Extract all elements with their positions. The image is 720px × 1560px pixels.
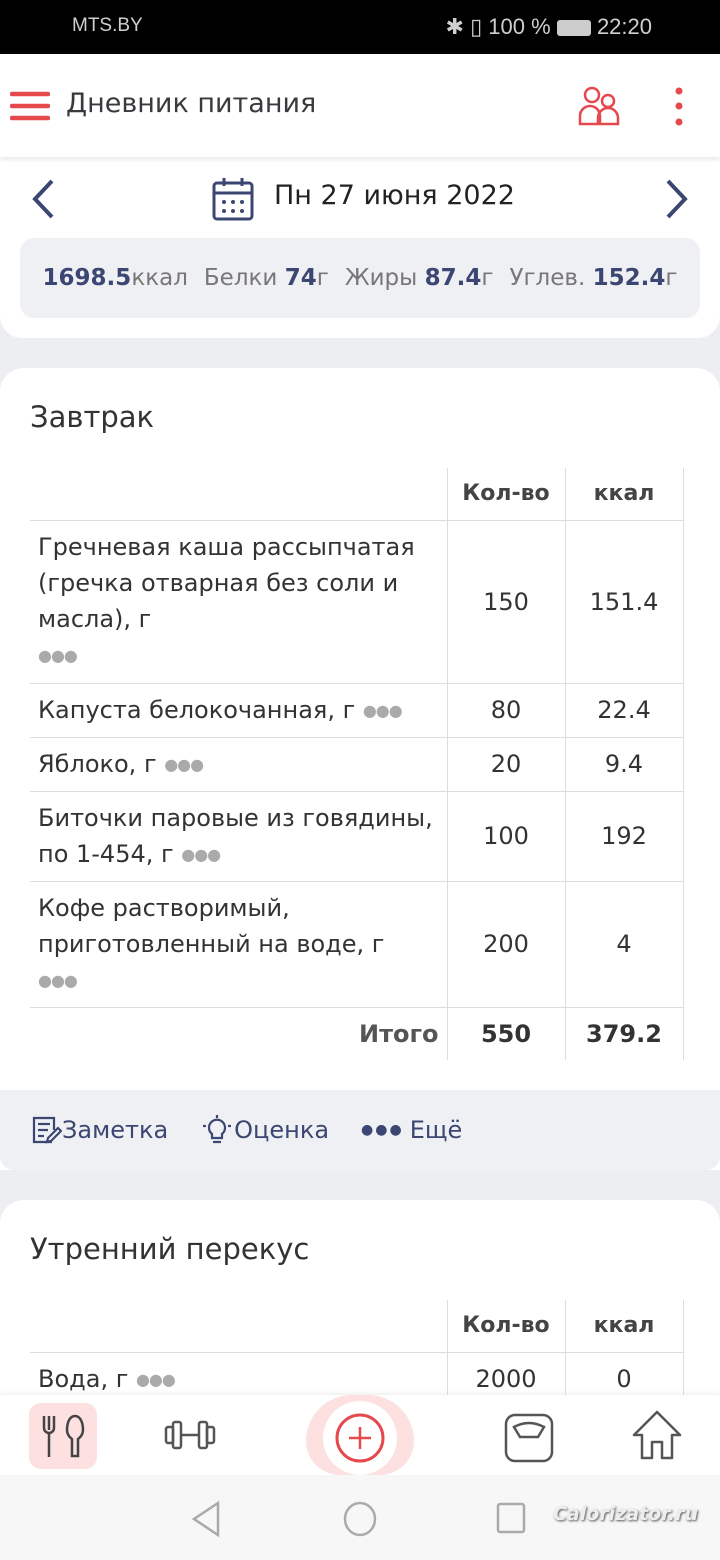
table-header: Кол-во ккал (30, 468, 684, 521)
table-row[interactable]: Биточки паровые из говядины, по 1-454, г… (30, 791, 684, 882)
total-qty: 550 (446, 1007, 565, 1060)
back-icon[interactable] (190, 1499, 222, 1539)
carrier: MTS.BY (72, 15, 143, 36)
kcal-unit: ккал (131, 265, 188, 291)
clock: 22:20 (596, 14, 652, 39)
home-circle-icon[interactable] (342, 1500, 378, 1538)
nav-diary[interactable] (29, 1403, 97, 1469)
table-row[interactable]: Капуста белокочанная, г ●●● 80 22.4 (30, 683, 684, 738)
food-name: Кофе растворимый, приготовленный на воде… (38, 893, 385, 958)
lightbulb-icon (203, 1115, 232, 1144)
carbs-value: 152.4 (592, 265, 666, 291)
header-panel: Дневник питания Пн 27 июня 2022 1698.5кк… (0, 54, 720, 338)
rate-button[interactable]: Оценка (200, 1114, 329, 1146)
scale-icon[interactable] (504, 1413, 554, 1463)
battery-icon (556, 20, 591, 37)
food-kcal: 22.4 (564, 683, 684, 738)
next-day-button[interactable] (664, 178, 690, 220)
bottom-nav (0, 1395, 720, 1475)
more-vert-icon[interactable] (672, 86, 686, 128)
add-food-button[interactable] (306, 1395, 414, 1475)
more-icon[interactable]: ●●● (164, 754, 204, 774)
total-row: Итого 550 379.2 (30, 1007, 684, 1060)
menu-icon[interactable] (10, 90, 50, 122)
more-button[interactable]: ●●● Ещё (361, 1116, 462, 1144)
more-horiz-icon: ●●● (361, 1122, 404, 1138)
food-name: Яблоко, г (38, 749, 157, 778)
meal-title: Утренний перекус (30, 1232, 310, 1266)
more-icon[interactable]: ●●● (38, 970, 78, 990)
protein-value: 74 (284, 265, 317, 291)
protein-label: Белки (203, 265, 278, 291)
more-icon[interactable]: ●●● (362, 700, 403, 720)
food-name: Гречневая каша рассыпчатая (гречка отвар… (38, 533, 415, 633)
total-kcal: 379.2 (564, 1007, 684, 1060)
food-qty: 20 (446, 737, 565, 792)
meal-card-breakfast: Завтрак Кол-во ккал Гречневая каша рассып… (0, 368, 720, 1170)
food-kcal: 192 (564, 791, 684, 882)
meal-actions: Заметка Оценка ●●● Ещё (0, 1090, 720, 1170)
status-bar: MTS.BY ✱ ▯ 100 % 22:20 (0, 0, 720, 54)
prev-day-button[interactable] (30, 178, 56, 220)
note-icon (32, 1116, 62, 1144)
food-name: Биточки паровые из говядины, по 1-454, г (38, 803, 433, 868)
calendar-icon[interactable] (212, 177, 254, 221)
fork-spoon-icon (42, 1414, 85, 1458)
qty-header: Кол-во (446, 468, 565, 521)
table-row[interactable]: Кофе растворимый, приготовленный на воде… (30, 881, 684, 1008)
more-icon[interactable]: ●●● (135, 1369, 176, 1389)
food-qty: 100 (446, 791, 565, 882)
meal-card-morning-snack: Утренний перекус Кол-во ккал Вода, г ●●● 2… (0, 1200, 720, 1407)
note-button[interactable]: Заметка (30, 1114, 168, 1146)
dumbbell-icon[interactable] (164, 1419, 216, 1451)
bluetooth-icon: ✱ ▯ (445, 14, 489, 39)
more-label: Ещё (409, 1116, 463, 1144)
unit: г (316, 265, 329, 291)
note-label: Заметка (62, 1116, 169, 1144)
kcal-header: ккал (564, 468, 684, 521)
food-qty: 80 (446, 683, 565, 738)
battery-level: 100 % (488, 14, 551, 39)
daily-summary: 1698.5ккал Белки 74г Жиры 87.4г Углев. 1… (20, 238, 700, 318)
unit: г (665, 265, 678, 291)
home-icon[interactable] (631, 1409, 683, 1461)
app-bar: Дневник питания (0, 54, 720, 157)
fat-label: Жиры (344, 265, 418, 291)
food-kcal: 9.4 (564, 737, 684, 792)
current-date[interactable]: Пн 27 июня 2022 (274, 180, 515, 211)
table-row[interactable]: Гречневая каша рассыпчатая (гречка отвар… (30, 520, 684, 684)
date-navigator: Пн 27 июня 2022 (0, 174, 720, 224)
unit: г (481, 265, 494, 291)
qty-header: Кол-во (446, 1300, 565, 1353)
page-title: Дневник питания (66, 88, 317, 119)
kcal-value: 1698.5 (42, 265, 132, 291)
watermark: Calorizator.ru (552, 1503, 698, 1525)
food-qty: 150 (446, 520, 565, 684)
more-icon[interactable]: ●●● (181, 844, 221, 864)
users-icon[interactable] (578, 86, 622, 126)
recents-icon[interactable] (495, 1501, 527, 1537)
kcal-header: ккал (564, 1300, 684, 1353)
table-header: Кол-во ккал (30, 1300, 684, 1353)
fat-value: 87.4 (424, 265, 482, 291)
table-row[interactable]: Яблоко, г ●●● 20 9.4 (30, 737, 684, 792)
food-name: Капуста белокочанная, г (38, 695, 356, 724)
food-qty: 200 (446, 881, 565, 1008)
meal-table: Кол-во ккал Вода, г ●●● 2000 0 (30, 1300, 684, 1407)
food-kcal: 4 (564, 881, 684, 1008)
food-kcal: 151.4 (564, 520, 684, 684)
carbs-label: Углев. (509, 265, 586, 291)
total-label: Итого (358, 1019, 439, 1048)
rate-label: Оценка (234, 1116, 330, 1144)
more-icon[interactable]: ●●● (38, 646, 78, 665)
food-name: Вода, г (38, 1364, 129, 1393)
meal-table: Кол-во ккал Гречневая каша рассыпчатая (г… (30, 468, 684, 1060)
plus-circle-icon (335, 1413, 385, 1463)
system-nav-bar: Calorizator.ru (0, 1475, 720, 1560)
meal-title: Завтрак (30, 400, 155, 434)
